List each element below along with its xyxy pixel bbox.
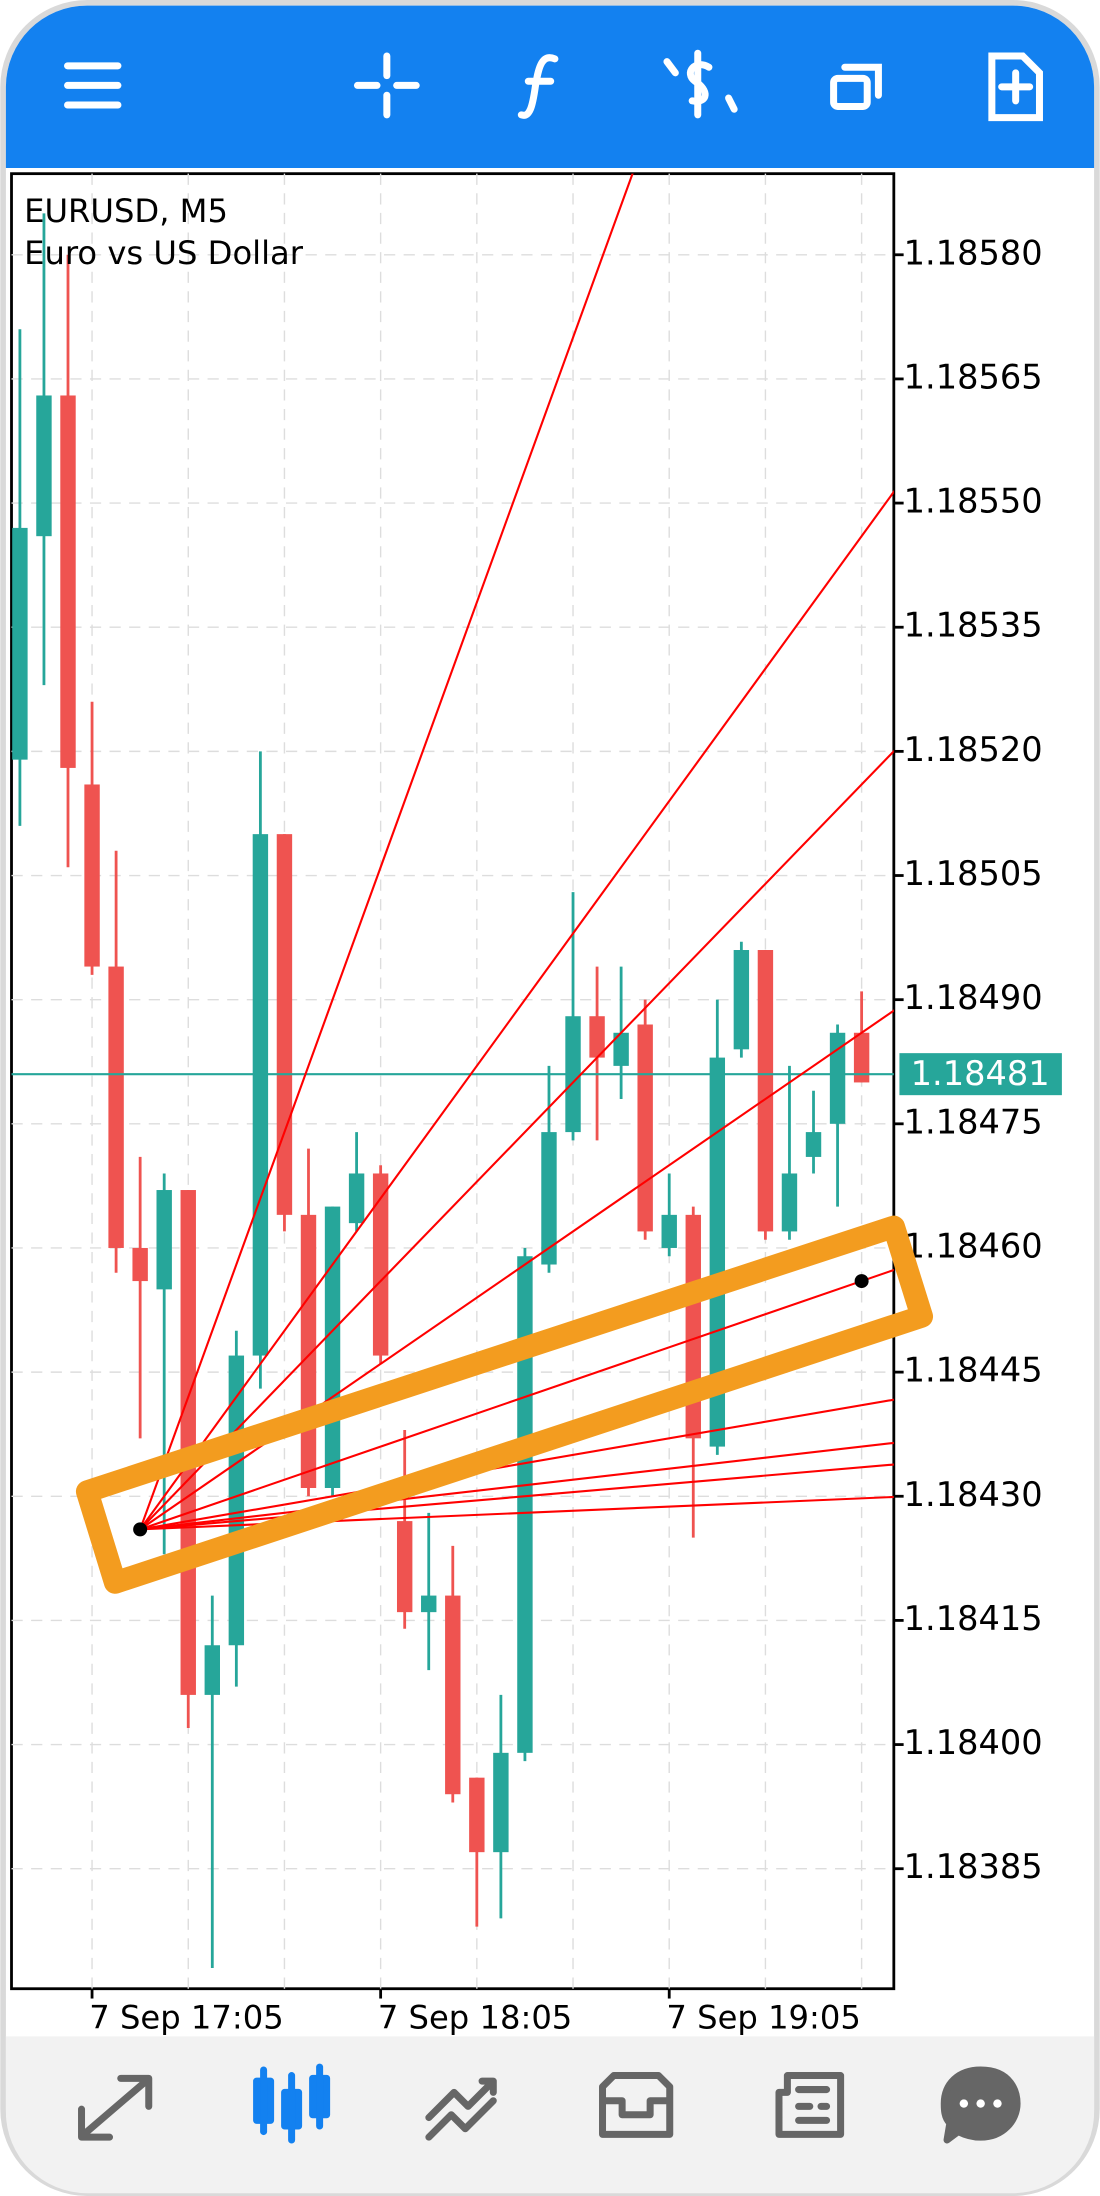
toolbar	[5, 5, 1095, 169]
candle-body	[805, 1132, 822, 1157]
candle-body	[228, 1355, 245, 1646]
x-tick-label: 7 Sep 17:05	[89, 1999, 283, 2037]
fan-line	[140, 1463, 894, 1531]
candle-body	[757, 950, 774, 1232]
chart-tab[interactable]	[253, 2063, 331, 2144]
symbol-title: EURUSD, M5	[24, 192, 228, 230]
candle-body	[372, 1173, 389, 1356]
y-tick-label: 1.18565	[904, 357, 1043, 396]
candle-body	[541, 1132, 557, 1265]
highlight-box	[75, 1215, 934, 1594]
candle-body	[84, 784, 100, 967]
y-tick-label: 1.18445	[904, 1351, 1043, 1390]
candle-body	[469, 1777, 485, 1853]
bottom-nav	[5, 2036, 1095, 2194]
candle-body	[132, 1247, 148, 1282]
fan-line	[139, 490, 894, 1530]
y-tick-label: 1.18535	[904, 606, 1043, 645]
trade-button[interactable]	[663, 49, 738, 119]
quotes-tab[interactable]	[78, 2074, 153, 2141]
candle-body	[156, 1190, 172, 1290]
candle-body	[12, 527, 28, 760]
fan-line	[140, 1495, 894, 1531]
trade-tab[interactable]	[425, 2077, 497, 2141]
fan-anchor	[133, 1522, 148, 1537]
candle-body	[108, 966, 124, 1248]
candle-body	[853, 1032, 870, 1083]
y-tick-label: 1.18460	[904, 1226, 1043, 1265]
candle-body	[396, 1521, 413, 1613]
candle-body	[613, 1032, 629, 1066]
candle-body	[493, 1752, 509, 1853]
news-tab[interactable]	[775, 2072, 845, 2138]
current-price-tag	[899, 1053, 1062, 1096]
y-tick-label: 1.18520	[904, 730, 1043, 769]
y-tick-label: 1.18475	[904, 1102, 1043, 1141]
y-tick-label: 1.18580	[904, 233, 1043, 272]
candle-body	[276, 834, 293, 1215]
candle-body	[589, 1016, 605, 1058]
menu-button[interactable]	[64, 62, 122, 109]
candle-body	[829, 1032, 846, 1124]
fan-line	[139, 173, 634, 1530]
candle-body	[445, 1595, 461, 1795]
candle-body	[709, 1057, 726, 1447]
history-tab[interactable]	[599, 2072, 674, 2138]
crosshair-button[interactable]	[353, 52, 420, 119]
fan-line	[139, 1009, 894, 1531]
candle-body	[348, 1173, 365, 1224]
candle-body	[661, 1214, 677, 1248]
candle-body	[733, 950, 750, 1050]
candle-body	[60, 395, 76, 768]
candle-body	[421, 1595, 437, 1613]
y-tick-label: 1.18415	[904, 1599, 1043, 1638]
current-price-label: 1.18481	[911, 1054, 1050, 1093]
windows-button[interactable]	[830, 63, 882, 110]
fan-line	[139, 749, 894, 1531]
new-order-button[interactable]	[988, 52, 1043, 122]
symbol-subtitle: Euro vs US Dollar	[24, 234, 304, 272]
indicators-button[interactable]	[517, 54, 559, 119]
fan-line	[139, 1268, 894, 1531]
x-tick-label: 7 Sep 19:05	[666, 1999, 860, 2037]
y-tick-label: 1.18385	[904, 1847, 1043, 1886]
plot-border	[10, 172, 896, 1991]
chat-tab[interactable]	[940, 2066, 1021, 2144]
candle-body	[324, 1206, 341, 1488]
candle-body	[204, 1645, 220, 1695]
candle-body	[781, 1173, 798, 1232]
y-tick-label: 1.18430	[904, 1475, 1043, 1514]
y-tick-label: 1.18505	[904, 854, 1043, 893]
fan-anchor	[854, 1274, 869, 1289]
y-tick-label: 1.18400	[904, 1723, 1043, 1762]
x-tick-label: 7 Sep 18:05	[378, 1999, 572, 2037]
candle-body	[180, 1190, 196, 1695]
y-tick-label: 1.18490	[904, 978, 1043, 1017]
candle-body	[637, 1024, 653, 1232]
candle-body	[252, 834, 269, 1356]
candle-body	[36, 395, 52, 537]
y-tick-label: 1.18550	[904, 482, 1043, 521]
candle-body	[517, 1256, 533, 1753]
